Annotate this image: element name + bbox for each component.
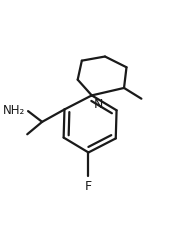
Text: NH₂: NH₂ (3, 104, 26, 117)
Text: N: N (94, 98, 104, 111)
Text: F: F (85, 180, 92, 193)
